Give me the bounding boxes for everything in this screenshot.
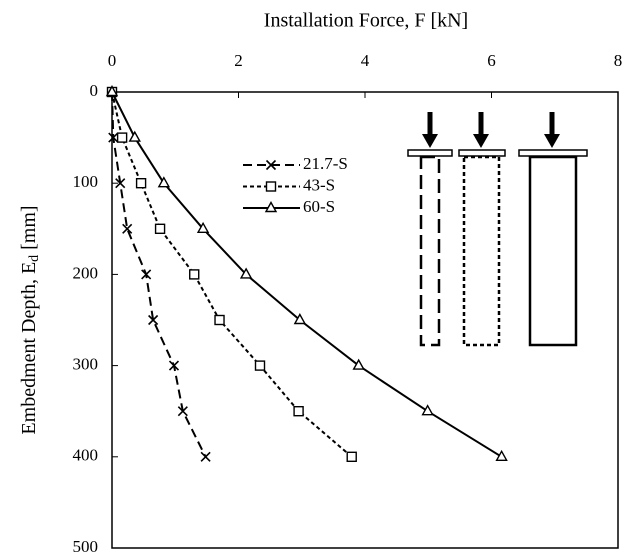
marker bbox=[200, 451, 211, 462]
marker bbox=[122, 223, 133, 234]
x-tick-label: 6 bbox=[487, 51, 496, 70]
marker bbox=[293, 313, 307, 325]
y-tick-label: 400 bbox=[73, 446, 99, 465]
pile-diagrams bbox=[407, 112, 588, 347]
marker bbox=[346, 451, 357, 462]
y-title-part: [mm] bbox=[18, 205, 40, 254]
marker bbox=[105, 85, 119, 97]
marker bbox=[115, 178, 126, 189]
marker bbox=[141, 269, 152, 280]
legend-marker bbox=[265, 181, 277, 192]
marker bbox=[108, 132, 119, 143]
legend-marker bbox=[264, 201, 278, 213]
y-axis-title: Embedment Depth, Ed [mm] bbox=[18, 205, 43, 434]
marker bbox=[154, 223, 166, 235]
x-axis-title: Installation Force, F [kN] bbox=[264, 10, 468, 32]
marker bbox=[293, 406, 304, 417]
marker bbox=[157, 176, 171, 188]
y-title-sub: d bbox=[27, 255, 42, 262]
x-tick-label: 2 bbox=[234, 51, 243, 70]
marker bbox=[421, 404, 434, 416]
marker bbox=[148, 314, 159, 326]
legend-marker bbox=[265, 159, 277, 171]
legend-label: 43-S bbox=[303, 175, 335, 194]
marker bbox=[196, 221, 210, 233]
marker bbox=[239, 267, 253, 279]
series-line bbox=[111, 91, 353, 458]
y-tick-label: 200 bbox=[73, 263, 99, 282]
series-line bbox=[111, 91, 503, 458]
marker bbox=[352, 358, 365, 370]
marker bbox=[168, 360, 180, 371]
marker bbox=[495, 449, 508, 461]
y-tick-label: 100 bbox=[73, 172, 99, 191]
marker bbox=[135, 177, 147, 189]
marker bbox=[254, 360, 266, 371]
marker bbox=[116, 132, 128, 143]
y-tick-label: 500 bbox=[73, 537, 99, 556]
plot-frame bbox=[111, 91, 619, 549]
legend-label: 21.7-S bbox=[303, 154, 348, 173]
x-tick-label: 4 bbox=[361, 51, 370, 70]
x-tick-label: 0 bbox=[108, 51, 117, 70]
marker bbox=[177, 406, 188, 417]
marker bbox=[189, 269, 200, 280]
x-tick-label: 8 bbox=[614, 51, 623, 70]
legend-label: 60-S bbox=[303, 197, 335, 216]
y-title-part: Embedment Depth, E bbox=[18, 262, 40, 435]
y-tick-label: 300 bbox=[73, 355, 99, 374]
marker bbox=[128, 130, 141, 142]
marker bbox=[214, 314, 225, 326]
y-tick-label: 0 bbox=[90, 81, 99, 100]
